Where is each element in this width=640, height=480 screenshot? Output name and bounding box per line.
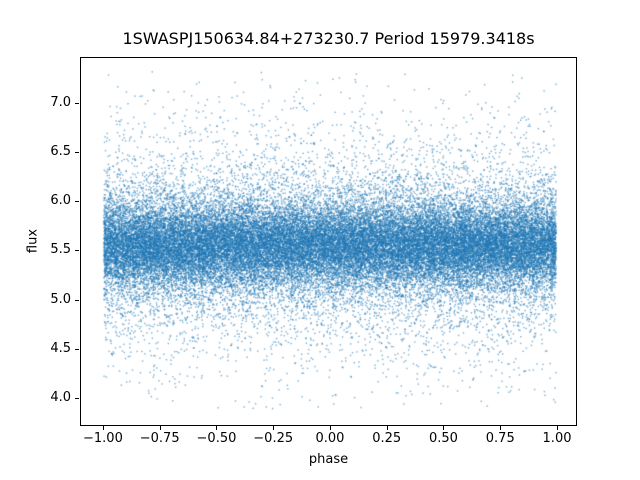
x-tick-label: 0.75: [485, 431, 515, 446]
y-tick-label: 6.0: [50, 193, 71, 209]
x-axis-label: phase: [308, 452, 349, 467]
x-tick-label: −0.25: [253, 431, 294, 446]
scatter-points-canvas: [81, 58, 576, 425]
x-tick-mark: [443, 426, 445, 430]
y-tick-label: 5.5: [50, 242, 71, 258]
x-tick-mark: [102, 426, 104, 430]
y-tick-label: 6.5: [50, 144, 71, 160]
x-tick-mark: [557, 426, 559, 430]
y-tick-label: 4.0: [50, 389, 71, 405]
plot-title: 1SWASPJ150634.84+273230.7 Period 15979.3…: [122, 29, 535, 48]
x-tick-mark: [386, 426, 388, 430]
y-tick-mark: [75, 201, 79, 203]
x-tick-mark: [500, 426, 502, 430]
y-tick-mark: [75, 152, 79, 154]
x-tick-mark: [159, 426, 161, 430]
y-tick-mark: [75, 299, 79, 301]
x-tick-label: 0.25: [372, 431, 402, 446]
x-tick-label: 0.00: [315, 431, 345, 446]
x-tick-mark: [273, 426, 275, 430]
y-tick-mark: [75, 103, 79, 104]
x-tick-label: −0.75: [139, 431, 180, 446]
y-tick-label: 5.0: [50, 291, 71, 307]
x-tick-mark: [329, 426, 331, 430]
y-tick-mark: [75, 397, 79, 399]
plot-area: [80, 57, 577, 426]
y-tick-label: 4.5: [50, 340, 71, 356]
y-tick-label: 7.0: [50, 95, 71, 110]
x-tick-label: 1.00: [542, 431, 572, 446]
y-tick-mark: [75, 250, 79, 252]
x-tick-label: −0.50: [196, 431, 237, 446]
x-tick-mark: [216, 426, 218, 430]
x-tick-label: −1.00: [83, 431, 123, 446]
y-axis-label: flux: [25, 228, 41, 254]
y-tick-mark: [75, 348, 79, 350]
x-tick-label: 0.50: [429, 431, 458, 446]
